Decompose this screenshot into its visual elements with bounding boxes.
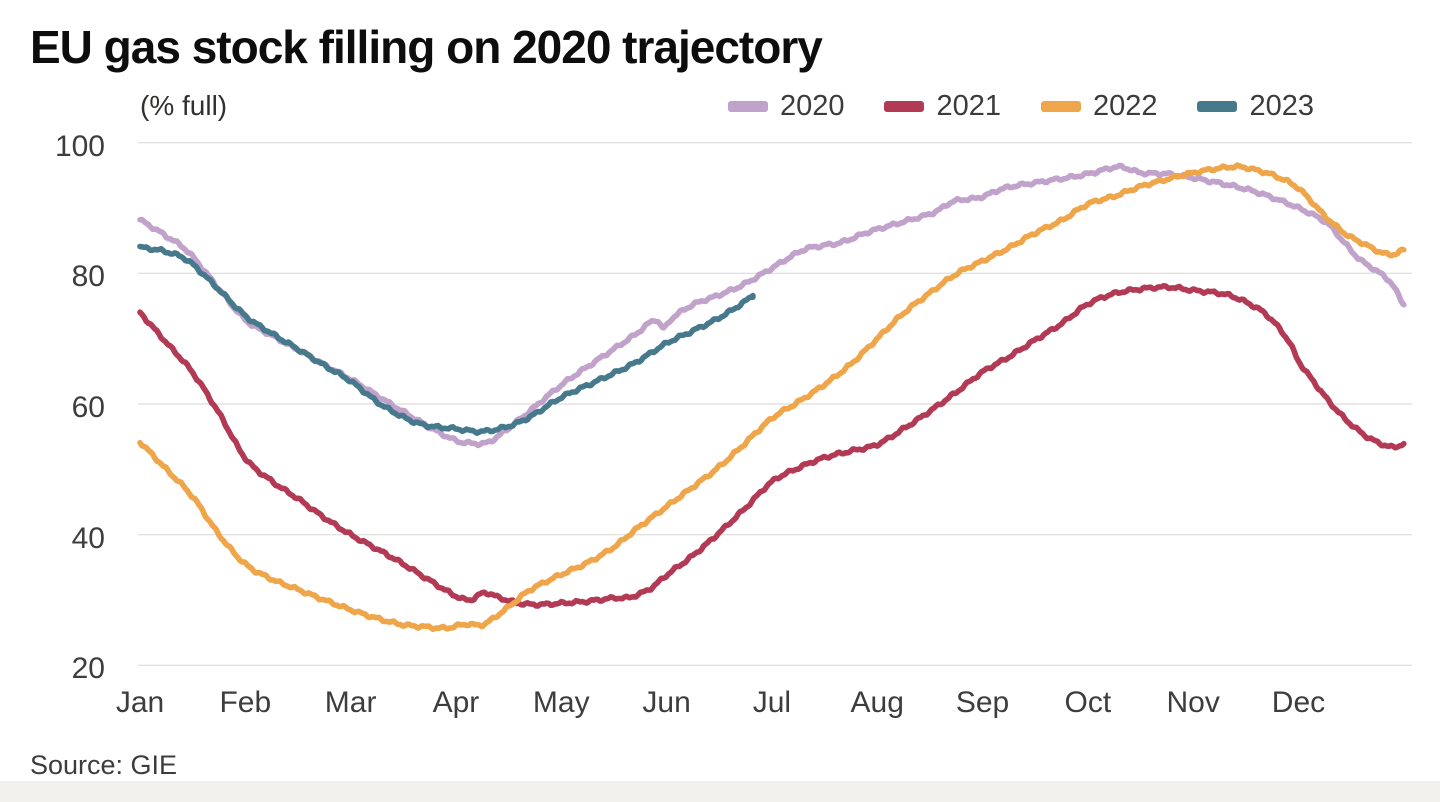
x-tick-label: Dec [1271,686,1326,719]
legend-swatch-2023 [1197,101,1238,112]
legend-swatch-2020 [727,101,768,112]
legend-swatch-2021 [884,101,925,112]
chart-title: EU gas stock filling on 2020 trajectory [30,21,823,73]
legend-item-2022: 2022 [1040,90,1158,122]
x-tick-label: Jul [752,686,792,719]
y-tick-label: 20 [71,652,105,686]
x-tick-label: Jan [115,686,165,719]
legend-label: 2021 [936,90,1001,122]
y-axis-unit-label: (% full) [140,90,228,121]
legend-item-2021: 2021 [884,92,1001,121]
x-tick-label: Mar [324,686,377,719]
series-line-2021 [137,282,1407,609]
source-caption: Source: GIE [30,750,178,780]
chart-legend: 2020 2021 2022 2023 [727,90,1314,122]
legend-item-2023: 2023 [1197,92,1314,121]
x-tick-label: Apr [432,686,480,719]
legend-label: 2023 [1249,90,1314,122]
series-line-2022 [137,162,1407,632]
legend-label: 2020 [779,90,845,122]
x-tick-label: Sep [955,686,1010,719]
x-tick-label: Oct [1064,686,1112,719]
legend-label: 2022 [1092,90,1158,122]
y-tick-label: 100 [54,129,105,163]
legend-swatch-2022 [1040,101,1081,112]
x-tick-label: Feb [219,686,272,719]
y-tick-label: 40 [71,521,105,555]
x-tick-label: Jun [642,686,691,719]
x-tick-label: Nov [1166,686,1220,719]
y-tick-label: 80 [71,260,105,294]
series-line-2023 [137,243,756,436]
x-tick-label: Aug [850,686,904,719]
legend-item-2020: 2020 [727,90,845,122]
y-tick-label: 60 [71,391,105,424]
x-tick-label: May [532,686,590,719]
footer-band [0,781,1440,802]
